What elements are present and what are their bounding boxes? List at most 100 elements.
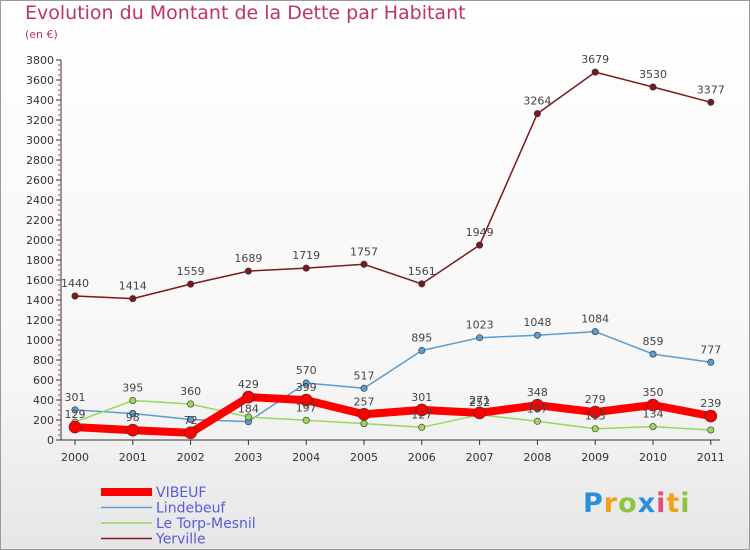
x-tick-label: 2003	[234, 451, 262, 464]
data-label: 348	[527, 386, 548, 399]
data-label: 72	[184, 414, 198, 427]
data-point	[533, 331, 541, 339]
x-tick-label: 2005	[350, 451, 378, 464]
data-point	[187, 415, 195, 423]
y-tick-label: 1000	[26, 334, 54, 347]
data-label: 1757	[350, 245, 378, 258]
y-tick-label: 3200	[26, 114, 54, 127]
data-point	[591, 68, 599, 76]
legend-label: Lindebeuf	[156, 501, 226, 517]
data-label: 127	[411, 408, 432, 421]
data-label: 252	[469, 396, 490, 409]
data-point	[707, 426, 715, 434]
data-label: 113	[585, 410, 606, 423]
data-label: 1719	[292, 249, 320, 262]
brand-letter: t	[666, 488, 681, 519]
data-label: 1949	[466, 226, 494, 239]
data-point	[244, 413, 252, 421]
data-label: 1561	[408, 265, 436, 278]
data-label: 3264	[523, 95, 551, 108]
data-point	[707, 358, 715, 366]
data-point	[302, 264, 310, 272]
y-tick-label: 1400	[26, 294, 54, 307]
data-point	[129, 295, 137, 303]
y-tick-label: 3400	[26, 94, 54, 107]
legend-label: Le Torp-Mesnil	[156, 516, 256, 532]
data-label: 239	[700, 397, 721, 410]
x-tick-label: 2007	[466, 451, 494, 464]
data-point	[707, 98, 715, 106]
data-point	[418, 280, 426, 288]
data-label: 895	[411, 332, 432, 345]
brand-letter: o	[618, 488, 638, 519]
data-label: 1689	[234, 252, 262, 265]
data-point	[649, 350, 657, 358]
data-point	[244, 267, 252, 275]
y-tick-label: 3000	[26, 134, 54, 147]
y-tick-label: 1800	[26, 254, 54, 267]
data-label: 429	[238, 378, 259, 391]
y-tick-label: 3800	[26, 54, 54, 67]
y-tick-label: 1600	[26, 274, 54, 287]
x-tick-label: 2009	[581, 451, 609, 464]
data-point	[302, 416, 310, 424]
data-point	[415, 403, 429, 417]
brand-letter: P	[583, 488, 604, 519]
data-point	[704, 409, 718, 423]
data-point	[476, 241, 484, 249]
series-line-VIBEUF	[71, 393, 715, 437]
x-tick-label: 2004	[292, 451, 320, 464]
x-tick-label: 2006	[408, 451, 436, 464]
y-tick-label: 2400	[26, 194, 54, 207]
data-label: 777	[700, 343, 721, 356]
data-label: 98	[126, 411, 140, 424]
data-point	[533, 110, 541, 118]
data-label: 134	[643, 408, 664, 421]
data-label: 395	[122, 382, 143, 395]
data-point	[302, 379, 310, 387]
data-point	[588, 405, 602, 419]
data-label: 3377	[697, 83, 725, 96]
data-label: 279	[585, 393, 606, 406]
data-point	[476, 334, 484, 342]
data-point	[649, 83, 657, 91]
data-label: 350	[643, 386, 664, 399]
data-point	[649, 423, 657, 431]
data-point	[360, 260, 368, 268]
data-label: 301	[411, 391, 432, 404]
data-label: 301	[65, 391, 86, 404]
y-tick-label: 2600	[26, 174, 54, 187]
data-label: 129	[65, 408, 86, 421]
x-tick-label: 2010	[639, 451, 667, 464]
data-label: 360	[180, 385, 201, 398]
data-label: 1084	[581, 313, 609, 326]
data-point	[71, 406, 79, 414]
y-tick-label: 600	[33, 374, 54, 387]
y-tick-label: 400	[33, 394, 54, 407]
data-label: 399	[296, 381, 317, 394]
data-label: 1414	[119, 280, 147, 293]
chart-title: Evolution du Montant de la Dette par Hab…	[25, 2, 466, 24]
data-point	[533, 417, 541, 425]
series-line-Le Torp-Mesnil	[74, 399, 712, 431]
brand-letter: i	[680, 488, 691, 519]
data-point	[126, 423, 140, 437]
legend-label: VIBEUF	[156, 485, 206, 501]
x-tick-label: 2008	[523, 451, 551, 464]
series-line-Lindebeuf	[74, 330, 712, 423]
data-point	[360, 384, 368, 392]
data-label: 517	[354, 369, 375, 382]
data-label: 187	[527, 402, 548, 415]
data-point	[187, 280, 195, 288]
x-tick-label: 2011	[697, 451, 725, 464]
data-label: 271	[469, 394, 490, 407]
y-tick-label: 200	[33, 414, 54, 427]
legend-label: Yerville	[155, 532, 206, 548]
brand-logo: Proxiti	[583, 488, 691, 519]
data-point	[646, 398, 660, 412]
data-point	[129, 409, 137, 417]
data-label: 859	[643, 335, 664, 348]
y-tick-label: 2800	[26, 154, 54, 167]
